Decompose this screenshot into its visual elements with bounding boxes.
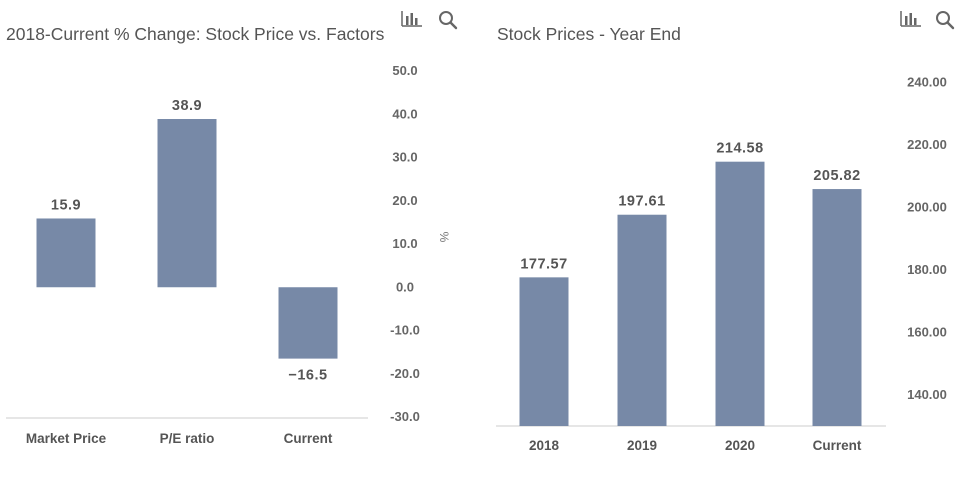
y-tick-label: -30.0 — [390, 409, 420, 424]
y-tick-label: 180.00 — [907, 262, 947, 277]
bar-2019 — [617, 214, 667, 426]
y-tick-label: 20.0 — [392, 193, 417, 208]
bar-chart-icon-glyph — [900, 11, 921, 27]
y-tick-label: 140.00 — [907, 387, 947, 402]
chart-1-title: 2018-Current % Change: Stock Price vs. F… — [6, 24, 385, 44]
data-label: 205.82 — [813, 168, 860, 184]
y-tick-label: 0.0 — [396, 279, 414, 294]
x-tick-label: 2018 — [529, 438, 560, 453]
y-tick-label: 160.00 — [907, 324, 947, 339]
data-label: 214.58 — [716, 141, 763, 157]
x-tick-label: Market Price — [26, 431, 107, 446]
y-tick-label: 10.0 — [392, 236, 417, 251]
chart-2-title: Stock Prices - Year End — [497, 24, 681, 44]
search-icon[interactable] — [438, 10, 458, 30]
bar-current — [278, 287, 338, 359]
data-label: 15.9 — [51, 197, 81, 213]
x-tick-label: 2019 — [627, 438, 657, 453]
data-label: −16.5 — [288, 368, 327, 384]
y-tick-label: -10.0 — [390, 323, 420, 338]
data-label: 177.57 — [520, 256, 567, 272]
bar-2018 — [519, 277, 569, 426]
bar-chart-icon[interactable] — [900, 10, 922, 28]
y-axis-unit: % — [437, 232, 451, 243]
bar-chart-icon-glyph — [401, 11, 422, 27]
y-tick-label: 240.00 — [907, 74, 947, 89]
bar-market-price — [36, 218, 96, 288]
data-label: 197.61 — [618, 194, 665, 210]
y-tick-label: 220.00 — [907, 137, 947, 152]
search-icon-glyph — [936, 11, 955, 30]
y-tick-label: 50.0 — [392, 63, 417, 78]
search-icon-glyph — [439, 11, 458, 30]
x-tick-label: P/E ratio — [160, 431, 215, 446]
bar-chart-icon[interactable] — [401, 10, 423, 28]
y-tick-label: 30.0 — [392, 150, 417, 165]
x-tick-label: Current — [813, 438, 862, 453]
bar-current — [812, 189, 862, 426]
bar-p-e-ratio — [157, 119, 217, 288]
x-tick-label: Current — [284, 431, 333, 446]
data-label: 38.9 — [172, 98, 202, 114]
bar-2020 — [715, 161, 765, 426]
y-tick-label: 200.00 — [907, 199, 947, 214]
y-tick-label: 40.0 — [392, 106, 417, 121]
y-tick-label: -20.0 — [390, 366, 420, 381]
chart-1: 50.0 40.0 30.0 20.0 10.0 0.0 -10.0 -20.0 -30.0% 1… — [6, 63, 451, 446]
x-tick-label: 2020 — [725, 438, 755, 453]
search-icon[interactable] — [935, 10, 955, 30]
